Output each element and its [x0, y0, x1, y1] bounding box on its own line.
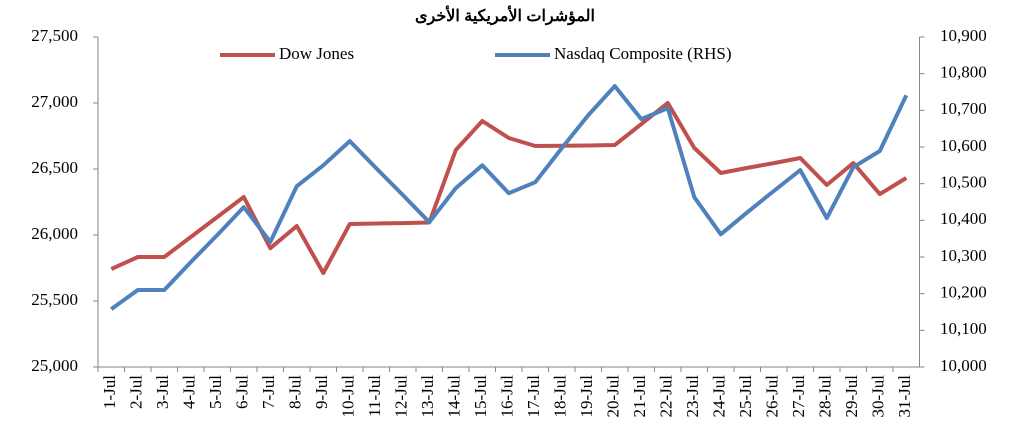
x-tick-label: 13-Jul [418, 375, 437, 418]
x-tick-label: 26-Jul [763, 375, 782, 418]
x-tick-label: 25-Jul [736, 375, 755, 418]
y2-tick-label: 10,500 [940, 173, 987, 192]
series-line [110, 84, 909, 311]
y-tick-label: 25,000 [31, 356, 78, 375]
x-tick-label: 2-Jul [127, 375, 146, 409]
x-tick-label: 9-Jul [312, 375, 331, 409]
x-tick-label: 7-Jul [259, 375, 278, 409]
x-tick-label: 27-Jul [789, 375, 808, 418]
x-tick-label: 14-Jul [445, 375, 464, 418]
y2-tick-label: 10,600 [940, 136, 987, 155]
x-tick-label: 20-Jul [604, 375, 623, 418]
x-tick-label: 18-Jul [551, 375, 570, 418]
x-tick-label: 4-Jul [180, 375, 199, 409]
x-tick-label: 31-Jul [895, 375, 914, 418]
x-tick-label: 29-Jul [842, 375, 861, 418]
y2-tick-label: 10,400 [940, 209, 987, 228]
y2-tick-label: 10,700 [940, 99, 987, 118]
x-tick-label: 8-Jul [286, 375, 305, 409]
legend-label: Nasdaq Composite (RHS) [554, 44, 732, 63]
y2-tick-label: 10,200 [940, 283, 987, 302]
x-tick-label: 5-Jul [206, 375, 225, 409]
x-tick-label: 10-Jul [339, 375, 358, 418]
x-tick-label: 23-Jul [683, 375, 702, 418]
x-tick-label: 16-Jul [498, 375, 517, 418]
series-line [110, 101, 908, 275]
x-tick-label: 24-Jul [710, 375, 729, 418]
y-tick-label: 26,000 [31, 224, 78, 243]
x-tick-label: 21-Jul [630, 375, 649, 418]
x-tick-label: 6-Jul [233, 375, 252, 409]
y-tick-label: 25,500 [31, 290, 78, 309]
y2-tick-label: 10,800 [940, 63, 987, 82]
y2-tick-label: 10,900 [940, 26, 987, 45]
chart-title: المؤشرات الأمريكية الأخرى [415, 5, 595, 26]
x-tick-label: 22-Jul [657, 375, 676, 418]
x-tick-label: 19-Jul [577, 375, 596, 418]
x-tick-label: 17-Jul [524, 375, 543, 418]
y2-tick-label: 10,100 [940, 319, 987, 338]
y2-tick-label: 10,300 [940, 246, 987, 265]
x-tick-label: 11-Jul [365, 375, 384, 417]
y-tick-label: 27,500 [31, 26, 78, 45]
x-tick-label: 12-Jul [392, 375, 411, 418]
x-tick-label: 15-Jul [471, 375, 490, 418]
x-tick-label: 30-Jul [869, 375, 888, 418]
x-tick-label: 1-Jul [100, 375, 119, 409]
legend-label: Dow Jones [279, 44, 354, 63]
y-tick-label: 26,500 [31, 158, 78, 177]
x-tick-label: 28-Jul [816, 375, 835, 418]
y2-tick-label: 10,000 [940, 356, 987, 375]
y-tick-label: 27,000 [31, 92, 78, 111]
x-tick-label: 3-Jul [153, 375, 172, 409]
